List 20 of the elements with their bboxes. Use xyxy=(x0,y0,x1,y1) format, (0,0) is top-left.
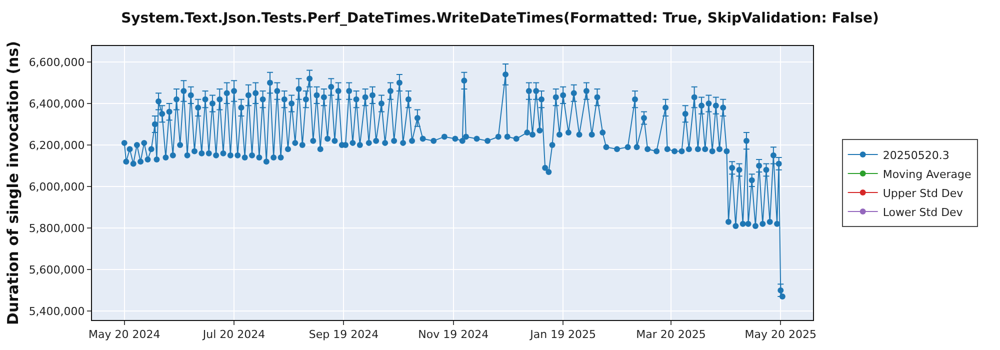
legend-label: Lower Std Dev xyxy=(882,206,964,219)
y-tick-label: 6,600,000 xyxy=(28,56,85,69)
legend-label: 20250520.3 xyxy=(882,148,950,162)
x-tick-label: Jul 20 2024 xyxy=(202,328,266,342)
y-tick-label: 6,400,000 xyxy=(28,97,85,110)
x-tick-label: Jan 19 2025 xyxy=(529,328,596,342)
chart-title: System.Text.Json.Tests.Perf_DateTimes.WriteDateTimes(Formatted: True, SkipValidation: False) xyxy=(121,10,879,26)
x-tick-label: May 20 2025 xyxy=(744,328,817,342)
x-tick-label: Mar 20 2025 xyxy=(636,328,706,342)
y-tick-label: 5,800,000 xyxy=(28,222,85,235)
y-tick-label: 5,400,000 xyxy=(28,304,85,318)
y-tick-label: 6,000,000 xyxy=(28,180,85,194)
x-tick-label: Sep 19 2024 xyxy=(308,328,379,342)
legend-label: Upper Std Dev xyxy=(882,186,964,200)
x-tick-label: May 20 2024 xyxy=(88,328,160,342)
x-tick-label: Nov 19 2024 xyxy=(418,328,489,342)
legend-label: Moving Average xyxy=(882,168,972,181)
y-axis-title: Duration of single invocation (ns) xyxy=(4,41,22,325)
y-tick-label: 5,600,000 xyxy=(28,263,85,276)
y-tick-label: 6,200,000 xyxy=(28,138,85,152)
